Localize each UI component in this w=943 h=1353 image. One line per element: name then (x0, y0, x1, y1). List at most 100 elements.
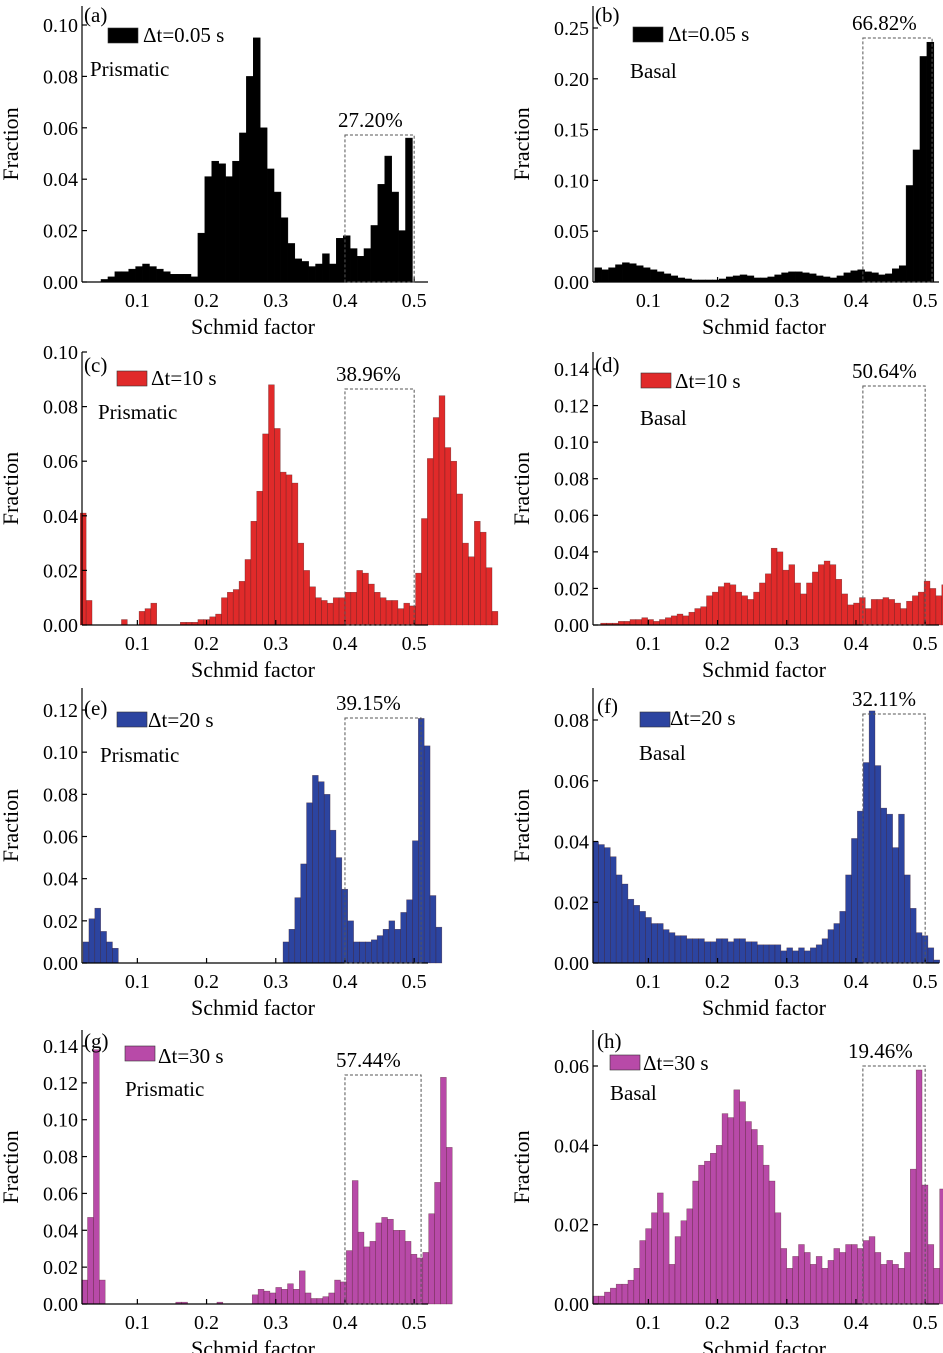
y-tick-label: 0.00 (554, 1294, 589, 1316)
bar (287, 1283, 294, 1305)
bar (142, 263, 150, 283)
x-tick-label: 0.4 (843, 290, 868, 312)
bar (905, 185, 914, 283)
bar (845, 1244, 852, 1305)
bar (388, 920, 396, 964)
bar (410, 1253, 418, 1305)
x-tick-label: 0.2 (705, 1312, 730, 1334)
chart-panel-e: 0.00 0.02 0.04 0.06 0.08 0.10 0.12 0.1 0.2 0.3 0.4… (0, 688, 443, 1020)
bar (868, 1236, 876, 1305)
bar (128, 268, 136, 283)
slip-system-label: Prismatic (125, 1077, 204, 1101)
y-tick-label: 0.02 (43, 560, 78, 582)
bar (857, 269, 865, 283)
bar (423, 745, 431, 964)
bar (323, 794, 331, 964)
bar (753, 277, 762, 283)
bar (315, 263, 323, 283)
bar (798, 947, 805, 964)
y-tick-label: 0.08 (554, 469, 589, 491)
bar (80, 512, 87, 626)
bar (760, 277, 768, 283)
bar (106, 941, 113, 964)
bar (169, 274, 178, 283)
bar (659, 619, 666, 626)
bar (429, 895, 437, 964)
bar (633, 1268, 640, 1305)
y-tick-label: 0.00 (43, 272, 78, 294)
bar (387, 1218, 394, 1305)
y-tick-label: 0.10 (554, 432, 589, 454)
y-axis-label: Fraction (509, 107, 534, 180)
bar (865, 608, 872, 626)
bar (670, 615, 678, 626)
bar (821, 1268, 829, 1305)
bar (135, 266, 143, 283)
bar (269, 1292, 277, 1305)
bar (369, 1241, 376, 1305)
bar (371, 939, 378, 964)
bar (280, 471, 287, 626)
y-tick-label: 0.06 (43, 1183, 78, 1205)
bar (363, 1246, 371, 1305)
bar (639, 1240, 646, 1305)
panel-letter: (b) (595, 3, 620, 27)
y-tick-label: 0.04 (554, 542, 589, 564)
bar (677, 277, 685, 283)
bar (721, 938, 729, 964)
bar (898, 813, 905, 964)
y-tick-label: 0.14 (43, 1036, 78, 1058)
x-tick-label: 0.3 (774, 290, 799, 312)
bar (735, 591, 743, 626)
bar (915, 932, 923, 964)
bar (851, 838, 858, 964)
x-tick-label: 0.2 (194, 971, 219, 993)
y-tick-label: 0.04 (43, 1220, 78, 1242)
bar (729, 584, 737, 626)
bar (780, 950, 788, 964)
bar (598, 1295, 605, 1305)
bar (456, 493, 463, 626)
bar (839, 1252, 846, 1305)
legend-swatch (639, 711, 671, 728)
bar (287, 243, 296, 283)
bar (629, 619, 637, 626)
bar (144, 608, 152, 626)
bar (100, 931, 107, 964)
bar (615, 874, 623, 964)
bar (138, 611, 146, 626)
bar (238, 581, 246, 626)
bar (757, 944, 764, 964)
bar (774, 1212, 782, 1305)
bar (770, 547, 778, 626)
bar (121, 271, 129, 283)
y-tick-label: 0.02 (43, 221, 78, 243)
bar (244, 559, 252, 626)
bar (334, 1279, 341, 1305)
legend-label: Δt=10 s (151, 366, 217, 390)
bar (725, 276, 734, 283)
bar (474, 521, 481, 626)
bar (812, 571, 819, 626)
highlight-box (862, 713, 926, 964)
x-tick-label: 0.4 (332, 971, 357, 993)
bar (438, 395, 446, 626)
y-axis-label: Fraction (0, 452, 23, 525)
bar (753, 591, 760, 626)
bar (809, 273, 817, 283)
bar (370, 225, 379, 283)
bar (657, 1192, 664, 1305)
bar (446, 1147, 453, 1305)
highlight-percentage: 50.64% (852, 359, 917, 383)
x-axis-label: Schmid factor (702, 657, 827, 682)
bar (833, 1248, 840, 1305)
bar (874, 765, 882, 964)
bar (698, 938, 705, 964)
bar (642, 267, 651, 283)
bar (780, 1248, 788, 1305)
bar (376, 935, 384, 964)
x-tick-label: 0.4 (843, 1312, 868, 1334)
highlight-percentage: 66.82% (852, 11, 917, 35)
bar (377, 184, 385, 283)
